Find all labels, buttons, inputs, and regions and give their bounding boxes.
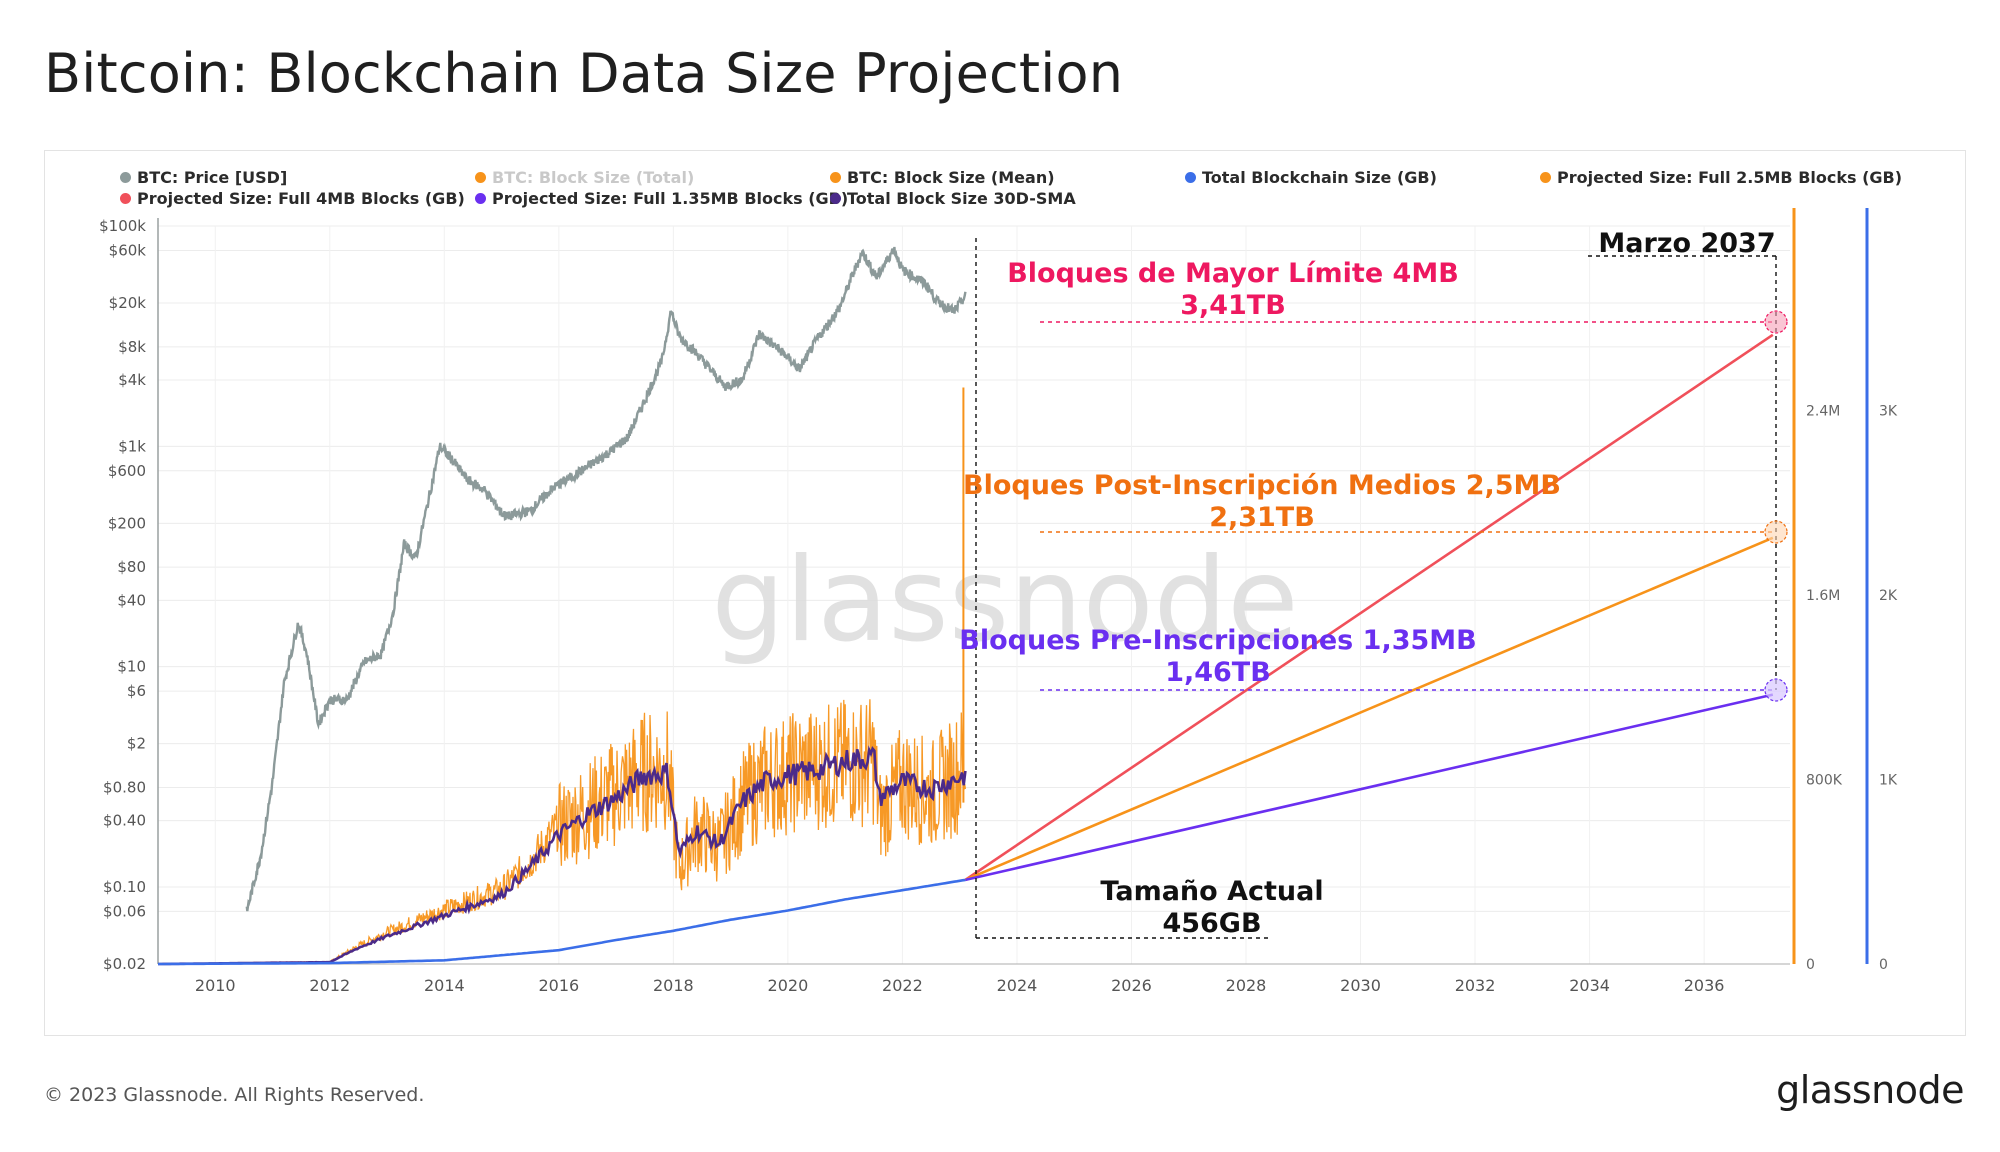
legend-dot-icon — [475, 172, 486, 183]
legend-item-projected-4mb[interactable]: Projected Size: Full 4MB Blocks (GB) — [120, 189, 465, 208]
y-right1-tick-label: 1.6M — [1806, 588, 1840, 604]
legend-item-block-size-total[interactable]: BTC: Block Size (Total) — [475, 168, 694, 187]
annotation-date: Marzo 2037 — [1598, 228, 1775, 259]
legend-dot-icon — [830, 193, 841, 204]
x-tick-label: 2014 — [424, 976, 465, 995]
annotation-4mb-value: 3,41TB — [1180, 290, 1286, 321]
legend-label: Total Block Size 30D-SMA — [847, 189, 1076, 208]
right-axis-blockchain-size: 3K 2K 1K 0 — [1865, 208, 1898, 973]
legend-item-total-blockchain-size[interactable]: Total Blockchain Size (GB) — [1185, 168, 1437, 187]
y-right1-tick-label: 2.4M — [1806, 404, 1840, 420]
y-right1-tick-label: 800K — [1806, 773, 1843, 789]
x-tick-label: 2028 — [1226, 976, 1267, 995]
x-tick-label: 2012 — [309, 976, 350, 995]
legend-item-projected-135mb[interactable]: Projected Size: Full 1.35MB Blocks (GB) — [475, 189, 848, 208]
y-left-tick-label: $8k — [118, 338, 146, 356]
annotation-layer: Marzo 2037 Bloques de Mayor Límite 4MB 3… — [959, 228, 1788, 939]
legend-label: Total Blockchain Size (GB) — [1202, 168, 1437, 187]
y-right2-tick-label: 0 — [1879, 957, 1888, 973]
x-tick-label: 2026 — [1111, 976, 1152, 995]
y-left-tick-label: $0.80 — [103, 779, 146, 797]
x-tick-label: 2018 — [653, 976, 694, 995]
series-projected-4mb — [964, 333, 1774, 881]
legend-item-projected-25mb[interactable]: Projected Size: Full 2.5MB Blocks (GB) — [1540, 168, 1902, 187]
bottom-axis: 2010 2012 2014 2016 2018 2020 2022 2024 2026 2028… — [158, 963, 1790, 995]
legend-label: Projected Size: Full 1.35MB Blocks (GB) — [492, 189, 849, 208]
y-left-tick-label: $0.02 — [103, 955, 146, 973]
y-left-tick-label: $1k — [118, 437, 146, 455]
legend-label: BTC: Block Size (Mean) — [847, 168, 1055, 187]
y-left-tick-label: $6 — [127, 682, 146, 700]
legend-item-block-size-mean[interactable]: BTC: Block Size (Mean) — [830, 168, 1055, 187]
x-tick-label: 2024 — [997, 976, 1038, 995]
legend-label: Projected Size: Full 2.5MB Blocks (GB) — [1557, 168, 1903, 187]
endpoint-4mb-marker — [1764, 310, 1788, 334]
x-tick-label: 2016 — [538, 976, 579, 995]
y-right2-tick-label: 2K — [1879, 588, 1898, 604]
legend-label: Projected Size: Full 4MB Blocks (GB) — [137, 189, 465, 208]
y-right1-tick-label: 0 — [1806, 957, 1815, 973]
right-axis-block-size: 2.4M 1.6M 800K 0 — [1792, 208, 1843, 973]
legend-dot-icon — [830, 172, 841, 183]
y-left-tick-label: $80 — [117, 558, 146, 576]
legend-dot-icon — [1185, 172, 1196, 183]
annotation-4mb-title: Bloques de Mayor Límite 4MB — [1007, 258, 1459, 289]
y-left-tick-label: $0.40 — [103, 812, 146, 830]
y-right2-tick-label: 1K — [1879, 773, 1898, 789]
y-left-tick-label: $0.10 — [103, 878, 146, 896]
series-layer — [158, 246, 1774, 966]
legend-item-price[interactable]: BTC: Price [USD] — [120, 168, 287, 187]
endpoint-135mb-marker — [1764, 678, 1788, 702]
legend-dot-icon — [1540, 172, 1551, 183]
x-tick-label: 2020 — [768, 976, 809, 995]
x-tick-label: 2036 — [1684, 976, 1725, 995]
page-title: Bitcoin: Blockchain Data Size Projection — [44, 42, 1124, 105]
y-left-tick-label: $2 — [127, 735, 146, 753]
y-left-tick-label: $10 — [117, 658, 146, 676]
endpoint-25mb-marker — [1764, 520, 1788, 544]
annotation-135mb-value: 1,46TB — [1165, 657, 1271, 688]
y-left-tick-label: $600 — [108, 462, 146, 480]
annotation-25mb-title: Bloques Post-Inscripción Medios 2,5MB — [963, 470, 1561, 501]
x-tick-label: 2022 — [882, 976, 923, 995]
legend-dot-icon — [120, 172, 131, 183]
footer-logo: glassnode — [1776, 1068, 1964, 1112]
y-right2-tick-label: 3K — [1879, 404, 1898, 420]
x-tick-label: 2032 — [1455, 976, 1496, 995]
series-total-blockchain-size — [158, 878, 966, 966]
x-tick-label: 2034 — [1569, 976, 1610, 995]
legend-label: BTC: Price [USD] — [137, 168, 288, 187]
x-tick-label: 2010 — [195, 976, 236, 995]
series-projected-25mb — [964, 536, 1774, 882]
annotation-current-title: Tamaño Actual — [1100, 876, 1323, 907]
y-left-tick-label: $4k — [118, 371, 146, 389]
y-left-tick-label: $200 — [108, 514, 146, 532]
series-projected-135mb — [965, 693, 1774, 882]
legend-dot-icon — [475, 193, 486, 204]
annotation-135mb-title: Bloques Pre-Inscripciones 1,35MB — [959, 625, 1476, 656]
annotation-current-value: 456GB — [1162, 908, 1261, 939]
footer-copyright: © 2023 Glassnode. All Rights Reserved. — [44, 1084, 425, 1106]
y-left-tick-label: $100k — [99, 217, 146, 235]
y-left-tick-label: $60k — [109, 241, 147, 259]
legend-label: BTC: Block Size (Total) — [492, 168, 695, 187]
y-left-tick-label: $40 — [117, 591, 146, 609]
annotation-25mb-value: 2,31TB — [1209, 502, 1315, 533]
y-left-tick-label: $0.06 — [103, 902, 146, 920]
chart-legend: BTC: Price [USD] BTC: Block Size (Total)… — [70, 168, 1950, 212]
y-left-tick-label: $20k — [109, 294, 147, 312]
legend-dot-icon — [120, 193, 131, 204]
left-axis: $100k $60k $20k $8k $4k $1k $600 $200 $80 $40 $10 $… — [99, 217, 159, 973]
series-btc-price — [245, 246, 967, 912]
x-tick-label: 2030 — [1340, 976, 1381, 995]
watermark: glassnode — [711, 533, 1298, 668]
legend-item-block-size-sma[interactable]: Total Block Size 30D-SMA — [830, 189, 1076, 208]
